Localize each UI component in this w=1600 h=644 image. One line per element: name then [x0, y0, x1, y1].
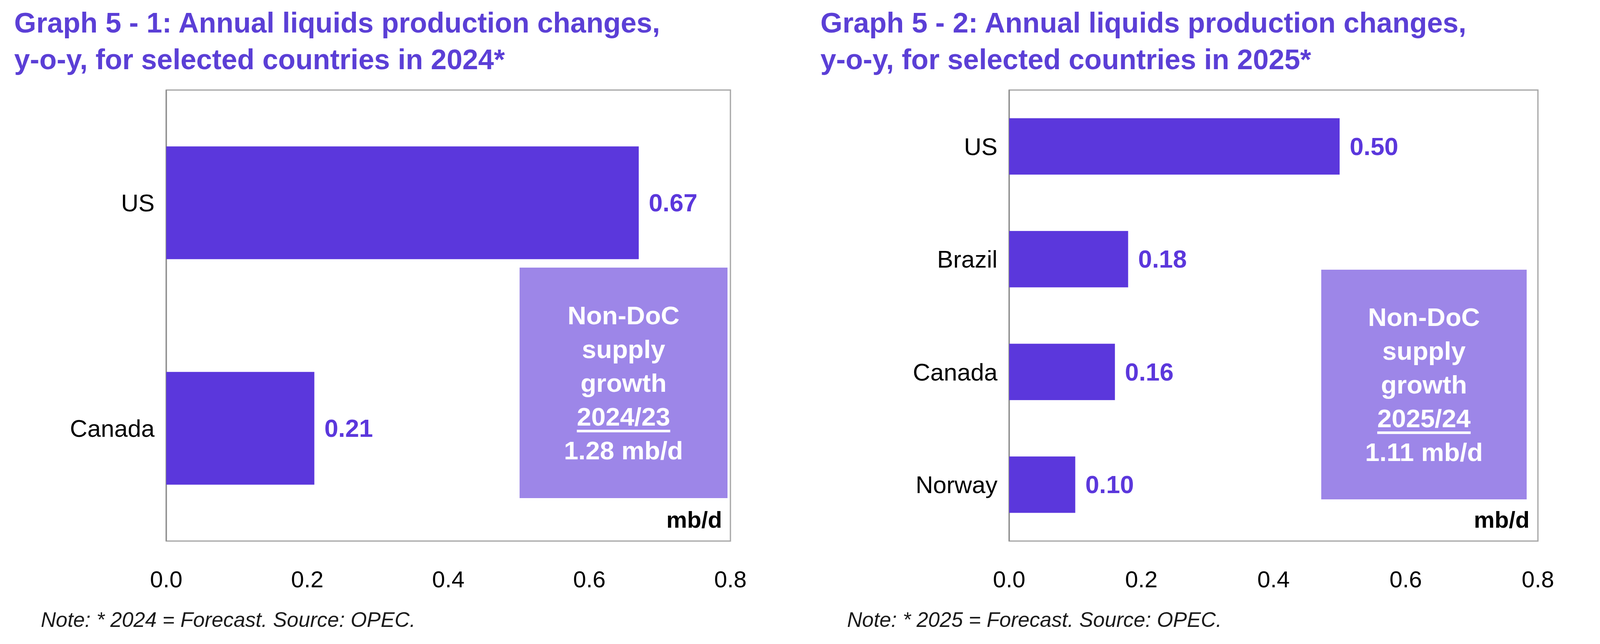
bar — [166, 146, 639, 260]
category-label: Canada — [70, 414, 155, 442]
note: Note: * 2025 = Forecast. Source: OPEC. — [847, 607, 1222, 632]
plot-frame — [1009, 90, 1538, 541]
bar — [1009, 456, 1076, 513]
tick-label: 0.6 — [573, 565, 606, 593]
data-label: 0.21 — [324, 414, 373, 443]
annotation-text: Non-DoC — [567, 300, 680, 330]
tick-label: 0.0 — [150, 565, 183, 593]
category-label: Canada — [912, 358, 998, 386]
data-label: 0.18 — [1138, 245, 1188, 273]
category-label: Norway — [915, 470, 998, 498]
annotation-text: supply — [1382, 336, 1466, 365]
data-label: 0.10 — [1085, 470, 1135, 499]
bar — [1009, 230, 1129, 288]
annotation-text: 2024/23 — [576, 402, 670, 431]
plot-frame — [166, 90, 731, 541]
bar — [166, 371, 315, 485]
tick-label: 0.8 — [1521, 565, 1555, 593]
data-label: 0.50 — [1349, 132, 1399, 161]
category-label: US — [120, 189, 155, 217]
tick-label: 0.4 — [1257, 565, 1290, 593]
tick-label: 0.0 — [992, 565, 1026, 593]
bars — [1009, 118, 1340, 513]
axis-label: mb/d — [666, 506, 723, 533]
title-line: Graph 5 - 1: Annual liquids production c… — [14, 6, 660, 39]
annotation-box — [519, 267, 728, 498]
category-label: US — [963, 132, 998, 160]
note: Note: * 2024 = Forecast. Source: OPEC. — [40, 607, 416, 632]
chart-canvas: Graph 5 - 1: Annual liquids production c… — [0, 0, 1600, 644]
annotation-text: supply — [582, 334, 666, 364]
title-line: y-o-y, for selected countries in 2024* — [14, 43, 505, 75]
tick-label: 0.8 — [714, 565, 747, 593]
annotation-text: 1.28 mb/d — [564, 435, 684, 465]
data-label: 0.67 — [648, 188, 698, 217]
tick-label: 0.2 — [291, 565, 324, 593]
title-line: y-o-y, for selected countries in 2025* — [820, 43, 1312, 75]
title-line: Graph 5 - 2: Annual liquids production c… — [820, 6, 1467, 39]
data-label: 0.16 — [1125, 357, 1174, 386]
tick-label: 0.2 — [1125, 565, 1158, 593]
bar — [1009, 118, 1340, 175]
title: Graph 5 - 1: Annual liquids production c… — [14, 6, 660, 75]
annotation-text: 2025/24 — [1377, 403, 1471, 433]
annotation-text: growth — [580, 368, 667, 398]
page: {"chart_data": [ {"type": "bar", "title"… — [0, 0, 1600, 644]
chart-panel: Graph 5 - 1: Annual liquids production c… — [14, 6, 747, 632]
axis-label: mb/d — [1473, 506, 1530, 533]
title: Graph 5 - 2: Annual liquids production c… — [820, 6, 1467, 75]
annotation-box — [1321, 269, 1527, 500]
annotation-text: growth — [1380, 370, 1468, 399]
annotation-text: 1.11 mb/d — [1365, 437, 1483, 467]
tick-label: 0.4 — [432, 565, 465, 593]
annotation-text: Non-DoC — [1367, 302, 1480, 332]
category-label: Brazil — [937, 245, 998, 273]
chart-panel: Graph 5 - 2: Annual liquids production c… — [820, 6, 1555, 632]
bar — [1009, 343, 1115, 400]
tick-label: 0.6 — [1389, 565, 1423, 593]
bars — [166, 146, 639, 485]
